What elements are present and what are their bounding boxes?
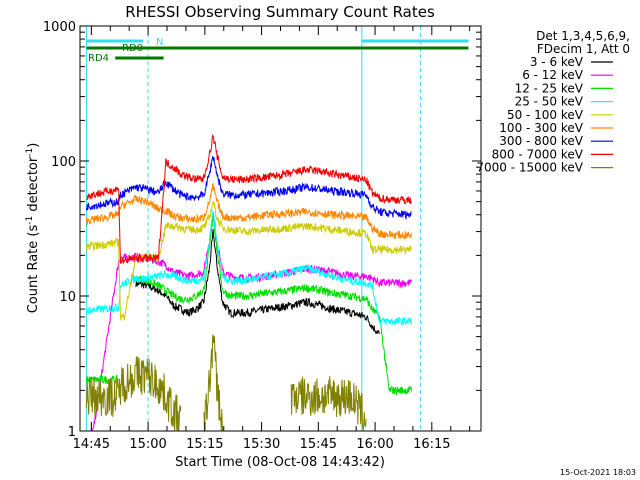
chart-title: RHESSI Observing Summary Count Rates <box>125 3 435 21</box>
legend-label: 3 - 6 keV <box>530 55 584 69</box>
flags-layer: N RD0 RD4 <box>86 37 469 64</box>
timestamp: 15-Oct-2021 18:03 <box>560 468 636 477</box>
x-tick-label: 15:00 <box>129 437 166 452</box>
series-line-2 <box>90 211 412 431</box>
y-tick-label: 1 <box>68 425 76 440</box>
series-line-8 <box>86 134 412 265</box>
axes-layer: 14:45 15:00 15:15 15:30 15:45 16:00 16:15 1 10 10… <box>43 20 481 452</box>
flag-n-label: N <box>156 37 163 48</box>
series-line-7 <box>85 155 412 221</box>
legend-label: 7000 - 15000 keV <box>476 161 583 175</box>
x-tick-label: 16:15 <box>413 437 450 452</box>
legend-header-line-1: Det 1,3,4,5,6,9, <box>536 29 630 43</box>
legend-label: 800 - 7000 keV <box>492 147 584 161</box>
night-interval-bands <box>85 26 421 431</box>
x-tick-label: 14:45 <box>73 437 110 452</box>
x-tick-label: 16:00 <box>356 437 393 452</box>
y-tick-label: 1000 <box>43 20 76 35</box>
legend-label: 100 - 300 keV <box>499 121 583 135</box>
legend-label: 12 - 25 keV <box>515 81 584 95</box>
y-tick-label: 10 <box>59 290 76 305</box>
series-line-4 <box>86 211 412 326</box>
series-layer <box>85 134 412 431</box>
legend-label: 6 - 12 keV <box>522 68 584 82</box>
x-axis-label: Start Time (08-Oct-08 14:43:42) <box>175 455 385 470</box>
series-line-3 <box>85 217 412 397</box>
legend-label: 300 - 800 keV <box>499 134 583 148</box>
series-line-6 <box>85 182 412 240</box>
legend: Det 1,3,4,5,6,9, FDecim 1, Att 0 3 - 6 k… <box>476 29 630 175</box>
x-tick-label: 15:30 <box>243 437 280 452</box>
legend-label: 50 - 100 keV <box>507 108 584 122</box>
flag-rd4-label: RD4 <box>88 53 109 64</box>
series-line-9 <box>85 334 367 431</box>
legend-label: 25 - 50 keV <box>515 95 584 109</box>
legend-header-line-2: FDecim 1, Att 0 <box>537 42 630 56</box>
y-tick-label: 100 <box>51 155 76 170</box>
series-line-1 <box>135 228 380 335</box>
y-axis-label: Count Rate (s-1 detector-1) <box>25 143 41 314</box>
x-tick-label: 15:45 <box>300 437 337 452</box>
x-tick-label: 15:15 <box>186 437 223 452</box>
